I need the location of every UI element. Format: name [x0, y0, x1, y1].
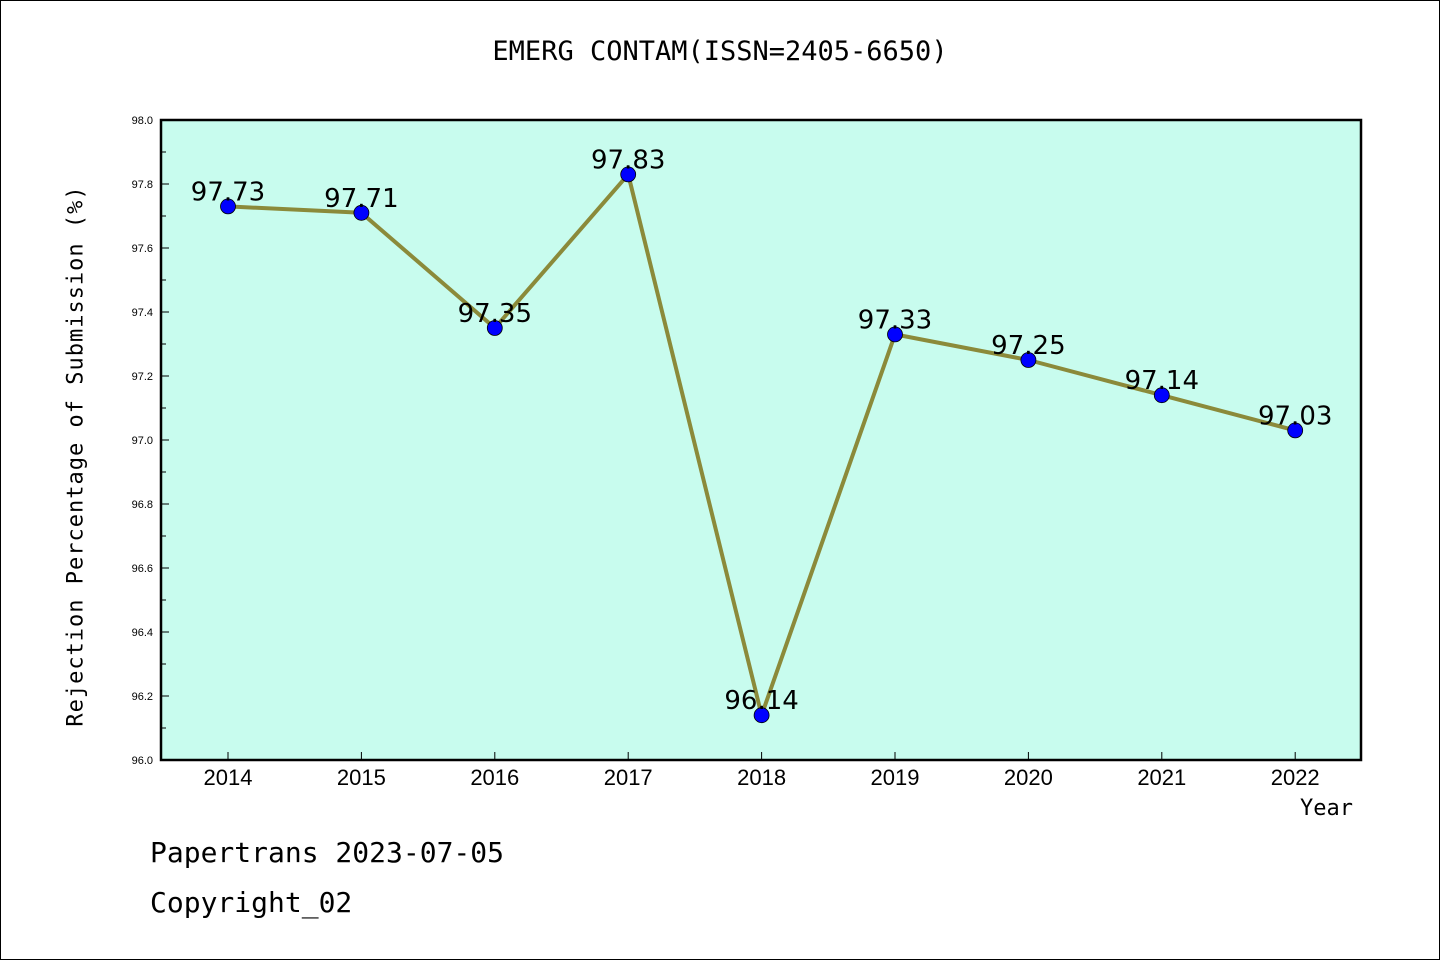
x-tick-label: 2016: [470, 765, 519, 790]
plot-border: [159, 118, 1363, 762]
y-tick-label: 97.4: [132, 307, 153, 319]
x-tick-label: 2020: [1004, 765, 1053, 790]
y-tick-label: 98.0: [132, 115, 153, 127]
footer-watermark: Papertrans 2023-07-05: [150, 836, 505, 869]
data-label: 96.14: [724, 686, 798, 716]
y-tick-label: 96.0: [132, 755, 153, 767]
x-tick-label: 2018: [737, 765, 786, 790]
data-point: [753, 707, 770, 724]
y-tick-label: 97.2: [132, 371, 153, 383]
y-axis-label: Rejection Percentage of Submission (%): [63, 185, 89, 727]
y-tick-label: 97.6: [132, 243, 153, 255]
data-point: [620, 166, 637, 183]
data-label: 97.73: [191, 177, 265, 207]
data-point: [220, 198, 236, 215]
data-label: 97.03: [1258, 401, 1332, 431]
x-tick-label: 2022: [1271, 765, 1320, 790]
y-tick-label: 96.8: [132, 499, 153, 511]
y-tick-label: 96.4: [132, 627, 153, 639]
x-tick-label: 2019: [871, 765, 920, 790]
data-label: 97.83: [591, 145, 665, 175]
data-label: 97.35: [458, 299, 532, 329]
data-point: [353, 204, 370, 221]
data-point: [1020, 352, 1037, 368]
x-tick-label: 2021: [1137, 765, 1186, 790]
data-label: 97.14: [1125, 366, 1199, 396]
x-tick-label: 2017: [604, 765, 653, 790]
y-tick-label: 97.8: [132, 179, 153, 191]
x-tick-label: 2014: [204, 765, 253, 790]
data-point: [486, 320, 503, 336]
data-label: 97.33: [858, 305, 932, 335]
data-label: 97.25: [991, 331, 1065, 361]
plot-area: [161, 120, 1361, 760]
x-tick-label: 2015: [337, 765, 386, 790]
x-axis-label: Year: [1300, 796, 1353, 821]
y-tick-label: 96.6: [132, 563, 153, 575]
y-tick-label: 96.2: [132, 691, 153, 703]
footer-copyright: Copyright_02: [150, 886, 353, 919]
data-point: [1287, 422, 1304, 439]
chart-title: EMERG CONTAM(ISSN=2405-6650): [492, 36, 948, 67]
data-point: [887, 326, 903, 343]
y-tick-label: 97.0: [132, 435, 153, 447]
data-point: [1153, 387, 1170, 404]
data-label: 97.71: [324, 184, 398, 214]
